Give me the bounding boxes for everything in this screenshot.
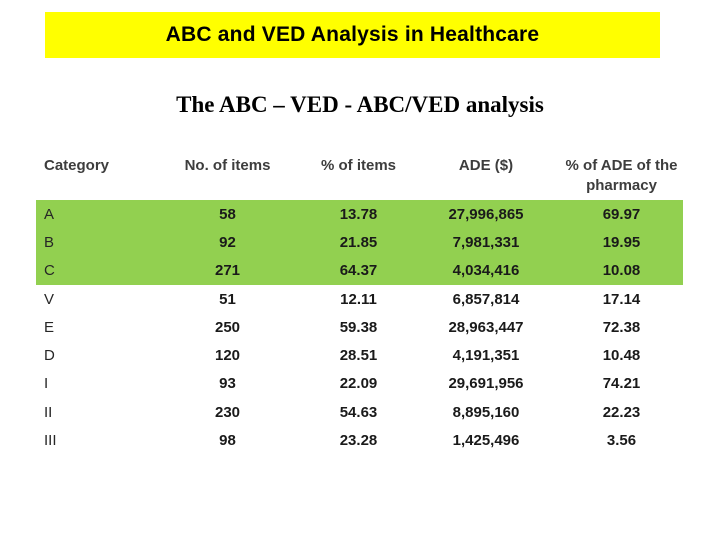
column-header-no-of-items: No. of items <box>184 157 271 174</box>
ade-cell: 28,963,447 <box>448 318 524 336</box>
table-subtitle: The ABC – VED - ABC/VED analysis <box>176 92 544 117</box>
pct-of-ade-cell: 19.95 <box>602 233 641 251</box>
pct-of-ade-cell: 72.38 <box>602 318 641 336</box>
no-of-items-cell: 120 <box>214 347 241 365</box>
category-cell: C <box>44 262 55 280</box>
no-of-items-cell: 92 <box>219 233 236 251</box>
pct-of-items-cell: 54.63 <box>339 403 378 421</box>
no-of-items-cell: 98 <box>219 432 236 450</box>
category-cell: V <box>44 290 55 308</box>
column-header-pct-of-items: % of items <box>320 157 396 174</box>
category-cell: III <box>44 432 57 450</box>
table-row-i: I 93 22.09 29,691,956 74.21 <box>36 370 683 398</box>
pct-of-ade-cell: 10.08 <box>602 262 641 280</box>
ade-cell: 7,981,331 <box>452 233 520 251</box>
table-row-iii: III 98 23.28 1,425,496 3.56 <box>36 426 683 454</box>
ade-cell: 8,895,160 <box>452 403 520 421</box>
pct-of-items-cell: 28.51 <box>339 347 378 365</box>
category-cell: E <box>44 318 55 336</box>
no-of-items-cell: 230 <box>214 403 241 421</box>
ade-cell: 4,034,416 <box>452 262 520 280</box>
ade-cell: 4,191,351 <box>452 347 520 365</box>
table-row-c: C 271 64.37 4,034,416 10.08 <box>36 256 683 285</box>
no-of-items-cell: 58 <box>219 205 236 223</box>
pct-of-items-cell: 13.78 <box>339 205 378 223</box>
no-of-items-cell: 93 <box>219 375 236 393</box>
category-cell: B <box>44 233 55 251</box>
pct-of-items-cell: 12.11 <box>340 290 377 308</box>
category-cell: D <box>44 347 55 365</box>
table-header-row: Category No. of items % of items ADE ($)… <box>36 150 683 200</box>
table-row-ii: II 230 54.63 8,895,160 22.23 <box>36 398 683 426</box>
ade-cell: 1,425,496 <box>452 432 520 450</box>
pct-of-ade-cell: 22.23 <box>602 403 641 421</box>
no-of-items-cell: 250 <box>214 318 241 336</box>
category-cell: A <box>44 205 55 223</box>
table-row-v: V 51 12.11 6,857,814 17.14 <box>36 285 683 313</box>
pct-of-ade-cell: 10.48 <box>602 347 641 365</box>
category-cell: II <box>44 403 53 421</box>
ade-cell: 27,996,865 <box>448 205 524 223</box>
ade-cell: 6,857,814 <box>452 290 520 308</box>
no-of-items-cell: 51 <box>219 290 236 308</box>
pct-of-items-cell: 64.37 <box>339 262 378 280</box>
ade-cell: 29,691,956 <box>448 375 524 393</box>
pct-of-ade-cell: 69.97 <box>602 205 641 223</box>
category-cell: I <box>44 375 49 393</box>
pct-of-ade-cell: 74.21 <box>602 375 641 393</box>
abc-ved-table: Category No. of items % of items ADE ($)… <box>36 150 683 455</box>
column-header-category: Category <box>44 157 110 174</box>
pct-of-ade-cell: 3.56 <box>606 432 637 450</box>
table-row-b: B 92 21.85 7,981,331 19.95 <box>36 228 683 257</box>
pct-of-items-cell: 23.28 <box>339 432 378 450</box>
title-banner: ABC and VED Analysis in Healthcare <box>45 12 660 58</box>
pct-of-items-cell: 21.85 <box>339 233 378 251</box>
column-header-pct-of-ade: % of ADE of the pharmacy <box>565 157 678 195</box>
pct-of-items-cell: 59.38 <box>339 318 378 336</box>
slide-title: ABC and VED Analysis in Healthcare <box>165 23 540 46</box>
column-header-ade: ADE ($) <box>458 157 514 174</box>
pct-of-items-cell: 22.09 <box>339 375 378 393</box>
no-of-items-cell: 271 <box>214 262 241 280</box>
pct-of-ade-cell: 17.14 <box>602 290 641 308</box>
table-row-d: D 120 28.51 4,191,351 10.48 <box>36 341 683 369</box>
table-row-e: E 250 59.38 28,963,447 72.38 <box>36 313 683 341</box>
table-row-a: A 58 13.78 27,996,865 69.97 <box>36 200 683 229</box>
